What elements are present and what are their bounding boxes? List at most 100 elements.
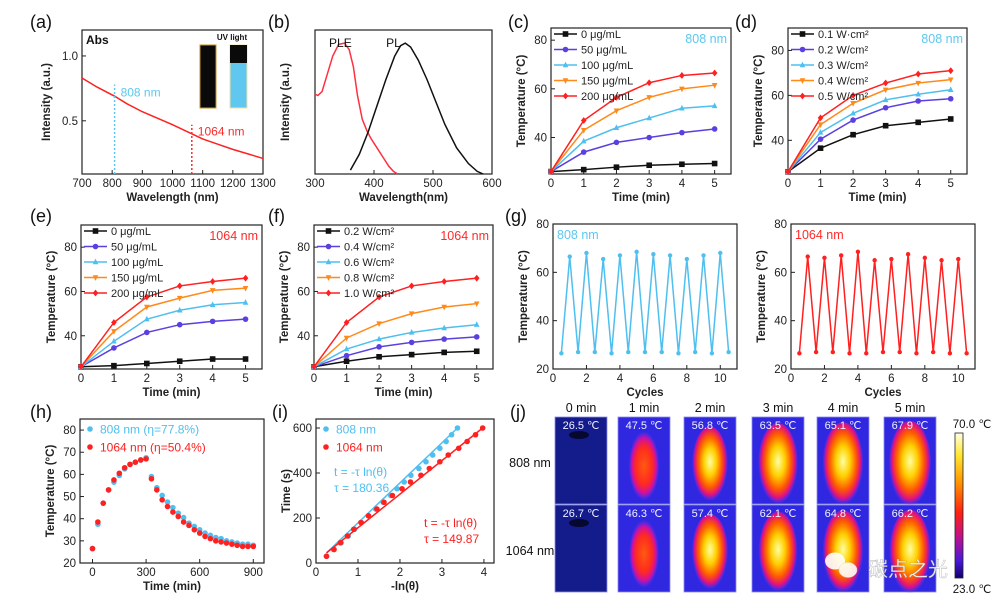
data-point bbox=[111, 477, 117, 483]
data-point bbox=[592, 349, 598, 355]
series-3 bbox=[311, 301, 480, 371]
series-line bbox=[313, 302, 477, 368]
time-column-label: 3 min bbox=[763, 401, 794, 415]
y-tick-label: 0.5 bbox=[62, 116, 78, 128]
data-point bbox=[170, 509, 176, 515]
data-point bbox=[646, 79, 652, 87]
x-tick-label: 700 bbox=[72, 178, 91, 190]
data-point bbox=[850, 117, 856, 123]
heat-spot bbox=[822, 510, 864, 598]
data-point bbox=[676, 351, 681, 356]
data-point bbox=[855, 249, 861, 254]
y-tick-label: 200 bbox=[293, 513, 312, 525]
x-tick-label: 0 bbox=[788, 373, 794, 385]
data-point bbox=[242, 299, 249, 305]
panel-label: (a) bbox=[30, 12, 52, 32]
y-tick-label: 600 bbox=[293, 423, 312, 435]
legend-marker bbox=[325, 289, 332, 297]
data-point bbox=[78, 363, 84, 371]
data-point bbox=[711, 102, 718, 109]
x-tick-label: 0 bbox=[89, 567, 95, 579]
data-point bbox=[407, 479, 414, 485]
heat-spot bbox=[691, 514, 729, 594]
thermal-image: 26.7 ℃ bbox=[554, 504, 608, 593]
data-point bbox=[915, 98, 921, 104]
data-point bbox=[613, 93, 620, 101]
series-line bbox=[787, 78, 951, 173]
x-axis-label: Time (min) bbox=[375, 387, 433, 399]
plot-frame bbox=[79, 418, 265, 564]
data-point bbox=[609, 351, 614, 356]
time-column-label: 5 min bbox=[895, 401, 926, 415]
data-point bbox=[223, 540, 230, 546]
data-point bbox=[613, 164, 620, 170]
x-tick-label: 0 bbox=[785, 178, 791, 190]
data-point bbox=[850, 131, 856, 138]
x-tick-label: 6 bbox=[888, 373, 894, 385]
x-tick-label: 2 bbox=[613, 178, 619, 190]
series-line bbox=[550, 128, 715, 173]
legend-label: 0.2 W/cm² bbox=[818, 45, 868, 57]
y-tick-label: 60 bbox=[536, 267, 549, 279]
legend-marker bbox=[92, 258, 99, 265]
data-point bbox=[838, 253, 844, 258]
temperature-readout: 65.1 ℃ bbox=[825, 420, 862, 432]
laser-wavelength-label: 1064 nm bbox=[209, 229, 258, 243]
legend-label: 0.3 W/cm² bbox=[818, 60, 868, 72]
x-tick-label: 1 bbox=[343, 373, 349, 385]
data-point bbox=[196, 530, 203, 536]
data-point bbox=[127, 461, 133, 468]
watermark-text: 碳点之光 bbox=[868, 558, 948, 581]
y-tick-label: 80 bbox=[297, 242, 310, 254]
chart-panel-1: (b) 300 400 500 600 Wavelength(nm) Intensity (… bbox=[268, 12, 502, 204]
temperature-readout: 46.3 ℃ bbox=[626, 508, 663, 520]
temperature-readout: 57.4 ℃ bbox=[692, 508, 729, 520]
legend-label: 50 μg/mL bbox=[581, 45, 627, 57]
panel-label: (c) bbox=[508, 12, 529, 32]
series-4 bbox=[311, 274, 480, 371]
data-point bbox=[164, 503, 171, 510]
x-tick-label: 3 bbox=[646, 178, 652, 190]
data-point bbox=[822, 255, 827, 261]
time-column-label: 2 min bbox=[695, 401, 726, 415]
data-point bbox=[343, 358, 350, 365]
data-point bbox=[872, 258, 877, 263]
legend-label: 100 μg/mL bbox=[581, 60, 633, 72]
y-tick-label: 400 bbox=[293, 468, 312, 480]
legend-marker bbox=[562, 78, 569, 84]
y-axis-label: Temperature (°C) bbox=[518, 250, 530, 343]
series-0 bbox=[559, 249, 731, 356]
data-point bbox=[718, 250, 723, 256]
thermal-background bbox=[554, 504, 608, 593]
data-point bbox=[176, 321, 183, 328]
panel-label: (e) bbox=[30, 206, 52, 226]
data-point bbox=[212, 538, 219, 544]
temperature-readout: 56.8 ℃ bbox=[692, 420, 729, 432]
x-tick-label: 1300 bbox=[250, 178, 276, 190]
laser-wavelength-label: 808 nm bbox=[921, 32, 963, 46]
abs-label: Abs bbox=[86, 33, 109, 47]
data-point bbox=[473, 321, 480, 327]
temperature-readout: 63.5 ℃ bbox=[760, 420, 797, 432]
x-tick-label: 900 bbox=[244, 567, 263, 579]
x-axis-label: Wavelength (nm) bbox=[126, 192, 218, 204]
series-line bbox=[560, 251, 730, 354]
series-0 bbox=[548, 160, 718, 175]
legend-marker bbox=[562, 92, 569, 100]
x-tick-label: 3 bbox=[177, 373, 183, 385]
legend-marker bbox=[799, 46, 806, 53]
legend-marker bbox=[92, 289, 99, 297]
data-point bbox=[659, 349, 664, 355]
x-axis-label: Time (min) bbox=[612, 192, 670, 204]
wavelength-marker-label: 808 nm bbox=[121, 85, 161, 99]
data-point bbox=[209, 301, 216, 307]
data-point bbox=[144, 304, 150, 311]
data-point bbox=[617, 253, 623, 258]
data-point bbox=[634, 249, 639, 254]
y-tick-label: 70 bbox=[63, 447, 76, 459]
data-point bbox=[209, 278, 216, 285]
data-point bbox=[584, 250, 589, 256]
y-axis-label: Temperature (°C) bbox=[516, 55, 528, 148]
legend-label: 200 μg/mL bbox=[581, 91, 633, 103]
data-point bbox=[144, 360, 150, 367]
